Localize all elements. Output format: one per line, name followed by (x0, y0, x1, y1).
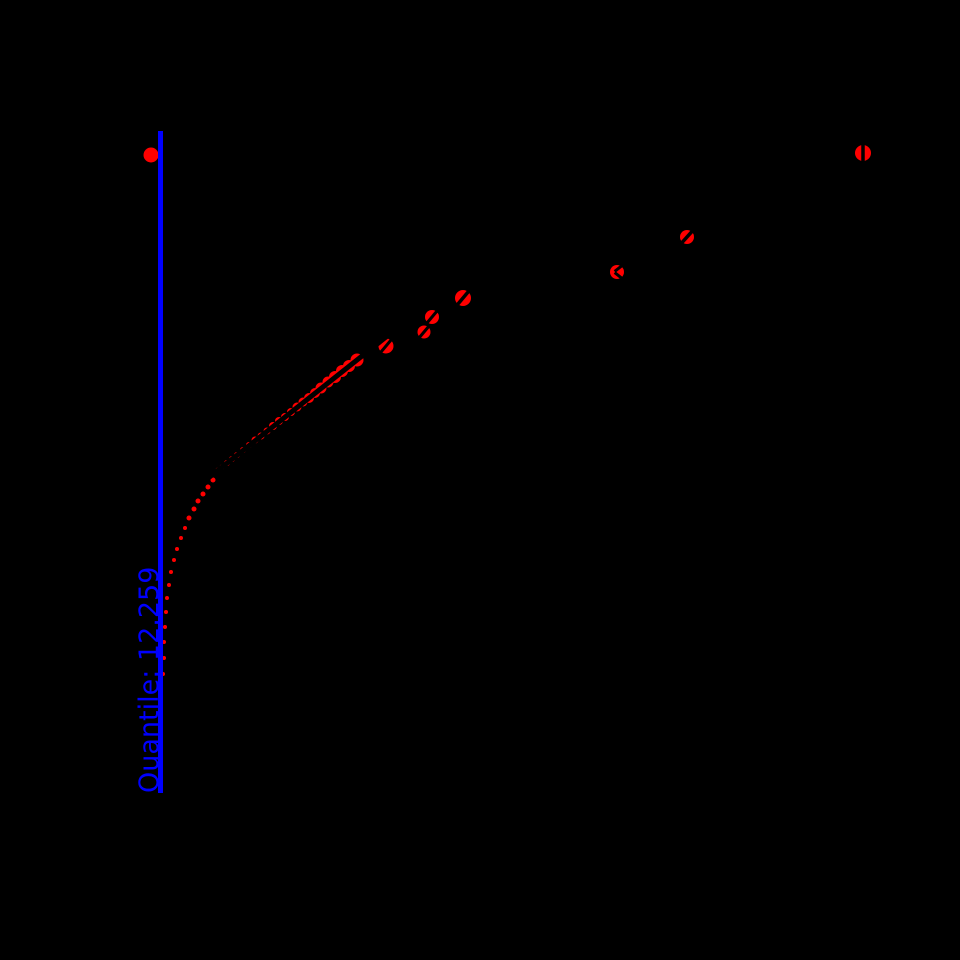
quantile-label: Quantile: 12.259 (134, 567, 165, 793)
black-overplot (176, 144, 865, 504)
